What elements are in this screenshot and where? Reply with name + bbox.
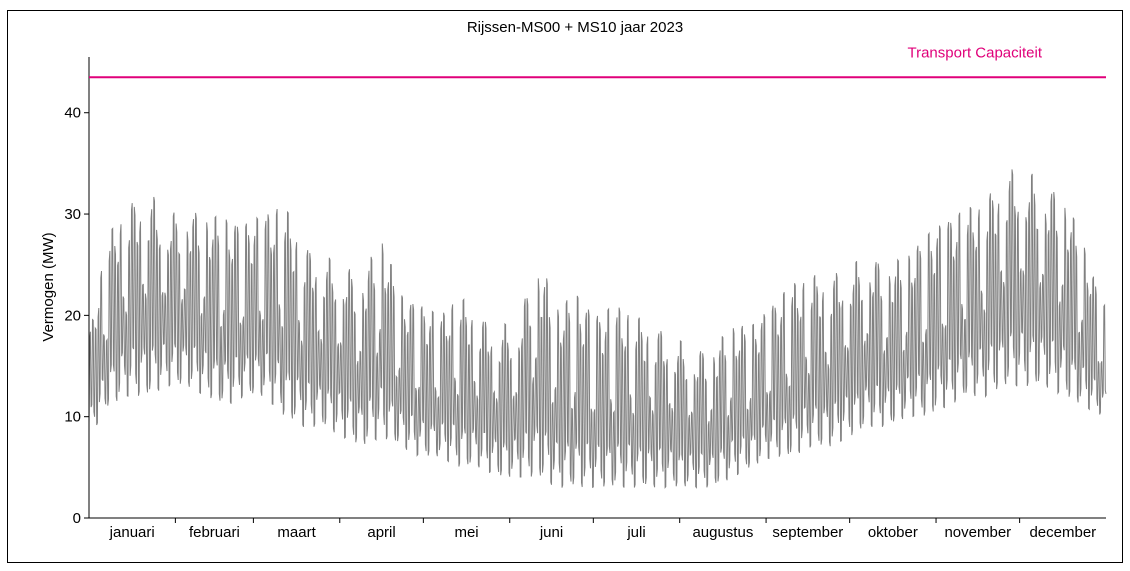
chart-title: Rijssen-MS00 + MS10 jaar 2023	[467, 19, 683, 36]
x-tick-label: april	[367, 524, 395, 541]
x-tick-label: december	[1029, 524, 1096, 541]
x-tick-label: maart	[277, 524, 316, 541]
y-tick-label: 20	[64, 307, 81, 324]
x-tick-label: november	[944, 524, 1011, 541]
axes-layer: 0 10 20 30 40 januari februari maart april mei jun…	[64, 57, 1106, 541]
x-tick-label: februari	[189, 524, 240, 541]
x-tick-label: juni	[539, 524, 563, 541]
x-tick-label: augustus	[692, 524, 753, 541]
y-tick-label: 10	[64, 409, 81, 426]
series-line	[88, 169, 1107, 489]
y-tick-label: 0	[73, 510, 81, 527]
figure-border	[7, 10, 1123, 563]
annotation-layer: Transport Capaciteit	[89, 44, 1106, 79]
y-tick-label: 40	[64, 105, 81, 122]
x-tick-label: mei	[454, 524, 478, 541]
y-tick-label: 30	[64, 206, 81, 223]
x-tick-label: september	[772, 524, 843, 541]
y-axis-label: Vermogen (MW)	[40, 232, 57, 341]
series-layer	[88, 169, 1107, 489]
x-tick-label: oktober	[868, 524, 918, 541]
x-tick-label: juli	[626, 524, 645, 541]
transport-capacity-label: Transport Capaciteit	[907, 44, 1042, 61]
x-tick-label: januari	[109, 524, 155, 541]
